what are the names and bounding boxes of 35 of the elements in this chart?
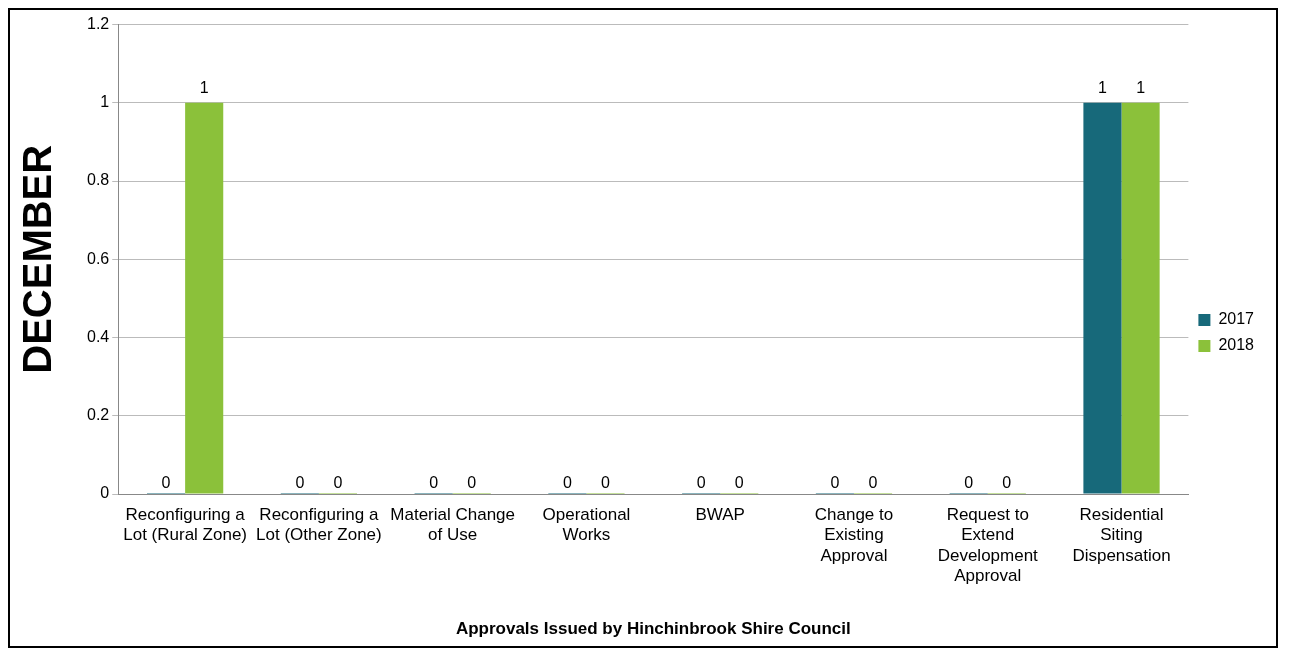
x-tick-label: Material Change of Use	[390, 504, 516, 545]
x-tick-label: Change to Existing Approval	[814, 504, 894, 565]
data-label: 0	[333, 474, 343, 492]
data-label: 0	[601, 474, 611, 492]
data-label: 0	[467, 474, 477, 492]
y-tick-label: 1	[100, 93, 110, 111]
y-tick-label: 0.8	[86, 171, 110, 189]
x-tick-label: BWAP	[695, 504, 745, 524]
x-axis-title: Approvals Issued by Hinchinbrook Shire Council	[455, 619, 851, 639]
data-label: 0	[868, 474, 878, 492]
data-label: 0	[1002, 474, 1012, 492]
legend-label: 2018	[1218, 336, 1255, 354]
data-label: 0	[562, 474, 572, 492]
data-label: 1	[1098, 79, 1108, 97]
y-tick-label: 0	[100, 484, 110, 502]
legend-label: 2017	[1218, 310, 1255, 328]
y-tick-label: 0.2	[86, 406, 110, 424]
data-label: 1	[1136, 79, 1146, 97]
data-label: 0	[429, 474, 439, 492]
data-label: 0	[734, 474, 744, 492]
data-label: 0	[964, 474, 974, 492]
data-label: 0	[830, 474, 840, 492]
x-tick-label: Reconfiguring a Lot (Rural Zone)	[123, 504, 248, 545]
data-label: 0	[161, 474, 171, 492]
data-label: 0	[295, 474, 305, 492]
x-tick-label: Reconfiguring a Lot (Other Zone)	[256, 504, 382, 545]
y-tick-label: 1.2	[86, 15, 110, 33]
x-tick-label: Residential Siting Dispensation	[1072, 504, 1171, 565]
y-axis-title: DECEMBER	[15, 144, 60, 374]
data-label: 0	[696, 474, 706, 492]
x-tick-label: Operational Works	[542, 504, 631, 545]
data-label: 1	[199, 79, 209, 97]
x-tick-label: Request to Extend Development Approval	[937, 504, 1039, 586]
y-tick-label: 0.6	[86, 249, 110, 267]
y-tick-label: 0.4	[86, 327, 110, 345]
